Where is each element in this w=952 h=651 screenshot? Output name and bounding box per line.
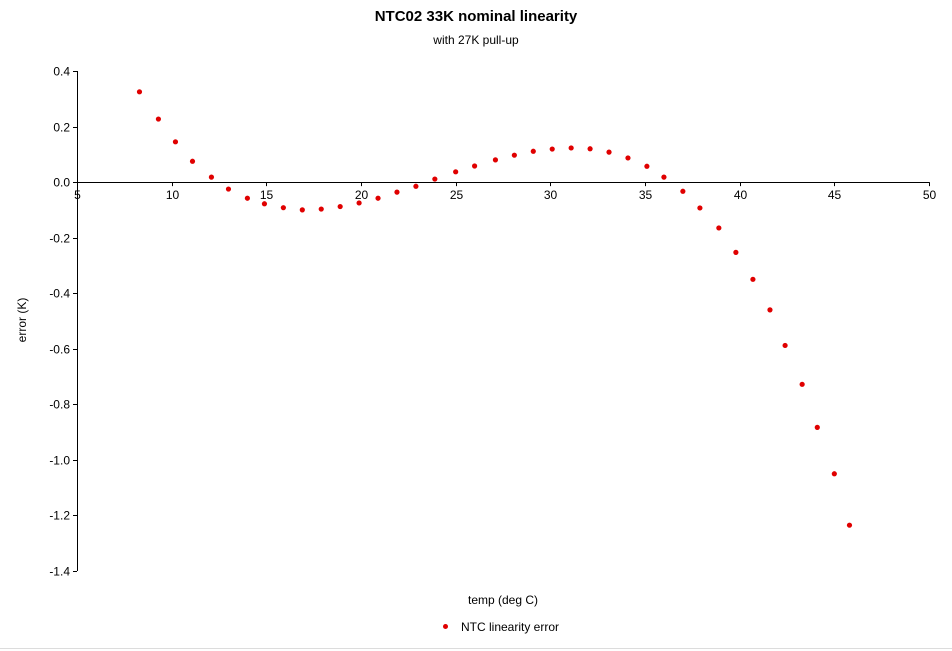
x-tick-label: 5 <box>74 188 81 202</box>
y-tick-label: -1.2 <box>49 509 70 523</box>
data-point <box>530 148 536 154</box>
data-point <box>716 225 722 231</box>
data-point <box>587 146 593 152</box>
bottom-divider <box>0 648 952 649</box>
data-point <box>680 188 686 194</box>
x-tick-label: 30 <box>544 188 558 202</box>
data-point <box>644 163 650 169</box>
data-point <box>568 145 574 151</box>
x-tick-label: 10 <box>166 188 180 202</box>
y-axis-label: error (K) <box>15 297 29 343</box>
x-tick-label: 45 <box>828 188 842 202</box>
chart-subtitle: with 27K pull-up <box>433 33 519 47</box>
data-point <box>225 186 232 192</box>
data-points <box>136 89 853 528</box>
data-point <box>413 183 419 189</box>
data-point <box>318 206 324 212</box>
x-tick-label: 15 <box>260 188 274 202</box>
data-point <box>136 89 143 95</box>
data-point <box>831 471 837 477</box>
y-tick-label: -1.4 <box>49 565 70 579</box>
data-point <box>625 155 631 161</box>
data-point <box>337 203 343 210</box>
data-point <box>846 522 853 528</box>
x-tick-label: 50 <box>923 188 937 202</box>
data-point <box>492 157 499 163</box>
y-tick-label: 0.4 <box>53 65 70 79</box>
legend-marker-icon <box>443 624 448 629</box>
y-tick-label: 0.0 <box>53 176 70 190</box>
data-point <box>394 189 400 195</box>
data-point <box>799 381 805 387</box>
y-tick-label: -0.2 <box>49 232 70 246</box>
y-tick-label: -1.0 <box>49 454 70 468</box>
data-point <box>511 152 517 158</box>
data-point <box>782 342 788 349</box>
data-point <box>661 174 667 180</box>
chart-title: NTC02 33K nominal linearity <box>374 8 578 25</box>
data-point <box>750 276 756 282</box>
data-point <box>155 116 162 122</box>
data-point <box>189 158 196 164</box>
data-point <box>299 207 305 213</box>
data-point <box>549 146 555 152</box>
y-tick-label: -0.4 <box>49 287 70 301</box>
data-point <box>814 424 820 430</box>
data-point <box>472 163 478 169</box>
x-tick-label: 20 <box>355 188 369 202</box>
y-tick-label: 0.2 <box>53 121 70 135</box>
axes: 0.4 0.2 0.0 -0.2 -0.4 -0.6 -0.8 -1.0 -1.2 -1.4 5 10… <box>49 65 936 579</box>
data-point <box>261 201 268 207</box>
data-point <box>280 205 286 211</box>
legend-entry-label: NTC linearity error <box>461 620 560 634</box>
data-point <box>208 174 215 180</box>
data-point <box>697 205 703 211</box>
x-axis-label: temp (deg C) <box>467 593 539 607</box>
data-point <box>606 149 612 155</box>
data-point <box>432 176 438 182</box>
x-tick-label: 40 <box>734 188 748 202</box>
x-tick-label: 35 <box>639 188 653 202</box>
data-point <box>356 200 362 206</box>
data-point <box>244 195 250 201</box>
data-point <box>767 307 773 313</box>
data-point <box>733 249 739 255</box>
data-point <box>172 139 179 145</box>
x-tick-label: 25 <box>450 188 464 202</box>
legend: NTC linearity error <box>443 620 559 634</box>
data-point <box>375 195 381 201</box>
data-point <box>453 169 459 175</box>
y-tick-label: -0.6 <box>49 343 70 357</box>
y-tick-label: -0.8 <box>49 398 70 412</box>
